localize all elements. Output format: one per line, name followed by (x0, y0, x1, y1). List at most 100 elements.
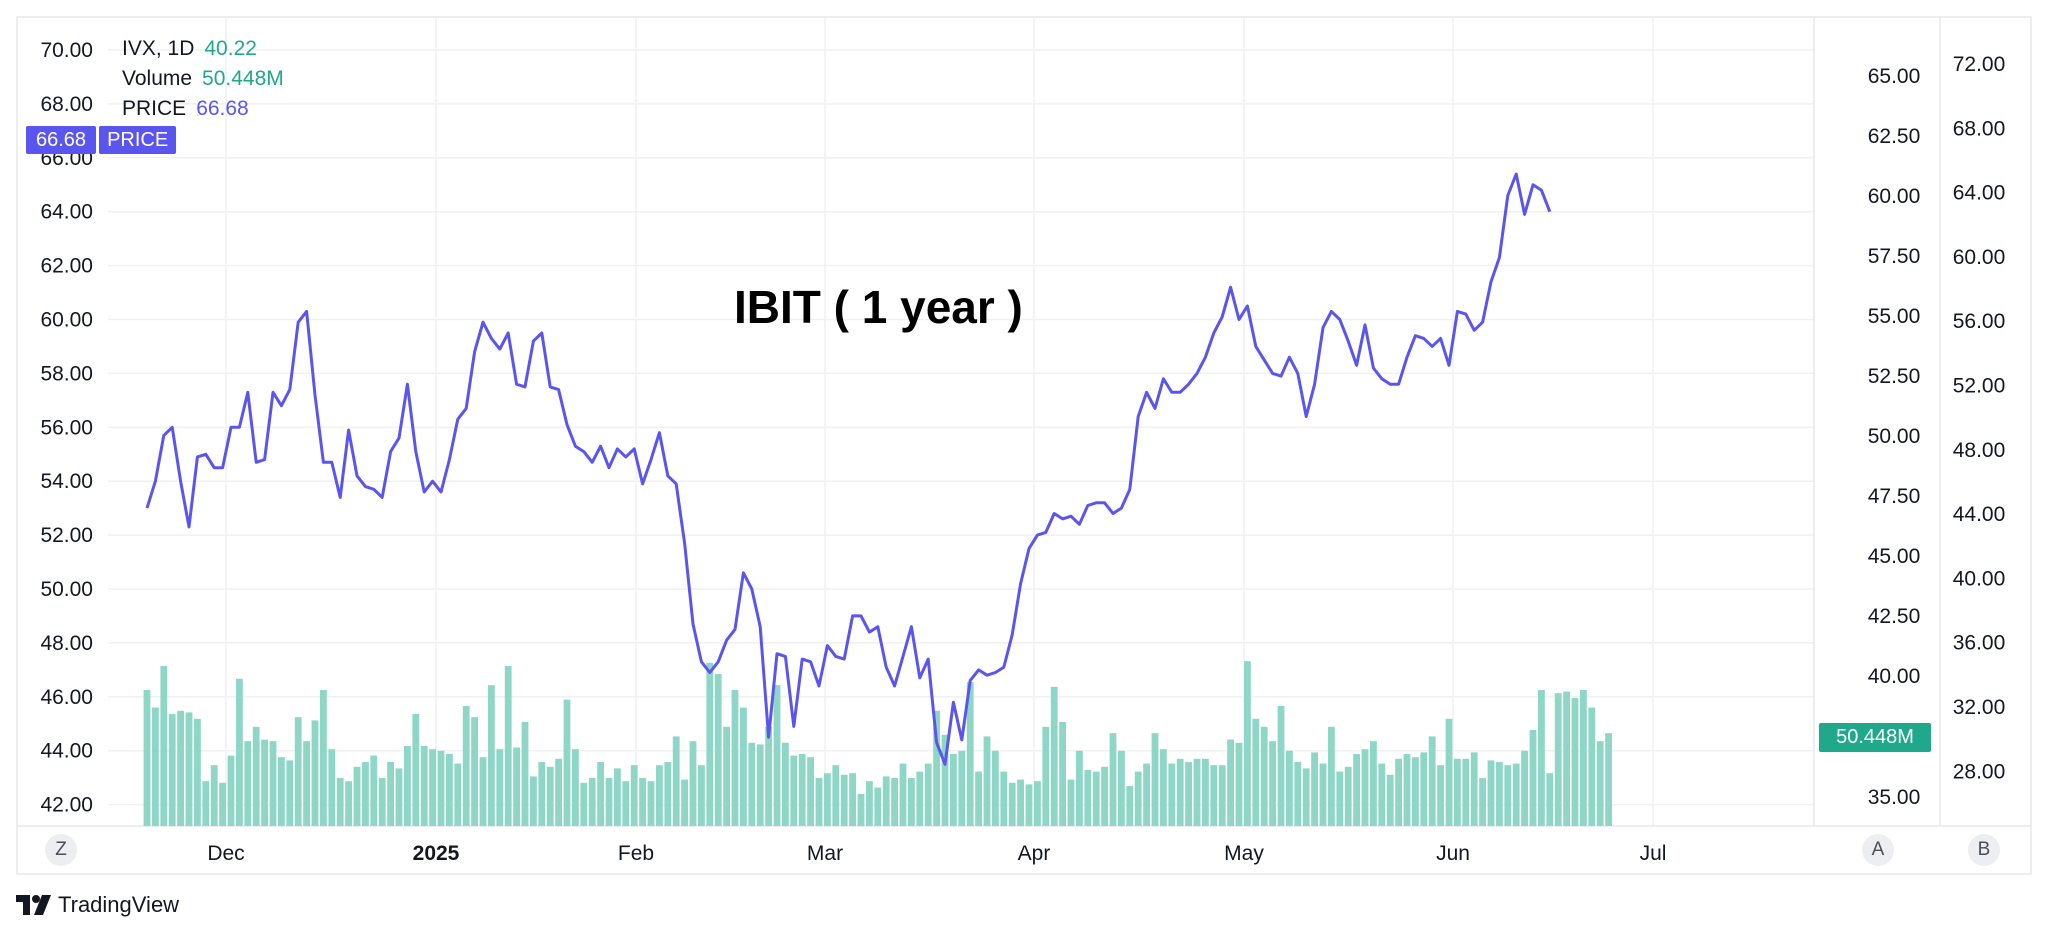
volume-bar (773, 685, 781, 826)
volume-bar (1605, 733, 1612, 826)
volume-bar (454, 763, 462, 826)
volume-bar (1042, 726, 1050, 826)
volume-bar (1151, 733, 1159, 826)
volume-bar (1395, 758, 1402, 826)
inner-right-axis-tick-label: 57.50 (1868, 245, 1921, 268)
legend-price-label: PRICE (122, 97, 187, 120)
inner-right-axis-tick-label: 42.50 (1868, 605, 1921, 628)
chart-frame (16, 16, 2032, 875)
volume-bar (1311, 752, 1318, 826)
volume-bar (681, 779, 688, 826)
volume-bar (807, 757, 814, 826)
volume-bar (471, 717, 478, 826)
volume-bar (1252, 718, 1260, 826)
volume-bar (1084, 770, 1092, 826)
volume-bar (1596, 741, 1604, 826)
auto-scale-button[interactable]: A (1862, 834, 1894, 866)
legend-row-symbol[interactable]: IVX, 1D 40.22 (122, 34, 284, 64)
volume-bar (1428, 736, 1436, 826)
outer-right-axis-tick-label: 64.00 (1953, 182, 2006, 205)
b-button[interactable]: B (1968, 834, 2000, 866)
volume-bar (227, 755, 235, 826)
volume-bar (462, 706, 470, 826)
volume-bar (614, 768, 621, 826)
volume-bar (328, 749, 336, 826)
volume-bar (1437, 765, 1444, 826)
volume-bar (429, 749, 436, 826)
outer-right-axis-tick-label: 60.00 (1953, 246, 2006, 269)
inner-right-axis-tick-label: 35.00 (1868, 786, 1921, 809)
volume-bar (530, 776, 537, 826)
volume-bar (219, 782, 226, 826)
volume-bar (1059, 722, 1066, 826)
volume-bar (563, 699, 571, 826)
time-axis-tick-label: Mar (807, 842, 843, 865)
volume-bar (1420, 752, 1428, 826)
legend-volume-value: 50.448M (202, 67, 284, 90)
volume-bar (1260, 726, 1268, 826)
volume-bar (210, 765, 218, 826)
volume-bar (1235, 742, 1243, 826)
volume-bar (1017, 779, 1024, 826)
left-axis-tick-label: 70.00 (40, 39, 93, 62)
volume-bar (1445, 718, 1453, 826)
volume-bar (1454, 758, 1461, 826)
outer-right-axis: 72.00 68.00 64.00 60.00 56.00 52.00 48.00 44.00… (1953, 53, 2006, 783)
volume-bar (1160, 749, 1167, 826)
left-axis-tick-label: 50.00 (40, 578, 93, 601)
volume-bar (1244, 661, 1251, 826)
volume-bar (924, 763, 932, 826)
outer-right-axis-tick-label: 28.00 (1953, 760, 2006, 783)
volume-bar (706, 662, 714, 826)
volume-bar (672, 736, 680, 826)
zoom-button[interactable]: Z (45, 834, 77, 866)
volume-bar (345, 781, 352, 826)
volume-bar (294, 717, 302, 826)
volume-bar (269, 741, 277, 826)
left-axis-tick-label: 68.00 (40, 93, 93, 116)
volume-bar (1412, 757, 1419, 826)
volume-bar (1386, 774, 1394, 826)
left-axis-tick-label: 42.00 (40, 794, 93, 817)
volume-bar (622, 781, 630, 826)
volume-bar (168, 714, 176, 826)
brand[interactable]: TradingView (16, 892, 179, 918)
outer-right-axis-tick-label: 36.00 (1953, 632, 2006, 655)
volume-bar (538, 762, 546, 826)
legend-symbol: IVX, 1D (122, 37, 195, 60)
left-axis-tick-label: 58.00 (40, 362, 93, 385)
legend-row-volume[interactable]: Volume 50.448M (122, 64, 284, 94)
volume-bar (1185, 762, 1192, 826)
volume-bar (698, 765, 705, 826)
volume-bar (387, 762, 394, 826)
left-axis-tick-label: 48.00 (40, 632, 93, 655)
grid-horizontal (108, 49, 1814, 806)
time-axis-tick-label: Jun (1436, 842, 1470, 865)
volume-bar (1109, 733, 1117, 826)
volume-bar (1008, 782, 1016, 826)
volume-bar (647, 781, 655, 826)
legend-row-price[interactable]: PRICE 66.68 (122, 94, 284, 124)
volume-bar (252, 726, 260, 826)
volume-bar (933, 710, 940, 826)
volume-bar (412, 714, 420, 826)
volume-bar (597, 762, 604, 826)
volume-bar (857, 794, 865, 826)
grid-vertical (225, 17, 1654, 826)
volume-bar (1000, 771, 1008, 826)
volume-bar (1302, 768, 1310, 826)
volume-bar (1462, 758, 1470, 826)
volume-bar (975, 771, 982, 826)
volume-bar (152, 707, 159, 826)
volume-bar (588, 778, 596, 826)
time-axis-tick-label: 2025 (413, 842, 460, 865)
time-axis-tick-label: Dec (207, 842, 244, 865)
volume-bar (546, 766, 554, 826)
volume-bar (1563, 691, 1570, 826)
volume-bar (1286, 750, 1293, 826)
volume-bar (1176, 758, 1184, 826)
volume-bar (160, 666, 168, 826)
volume-bar (1168, 763, 1176, 826)
volume-bar (580, 782, 588, 826)
